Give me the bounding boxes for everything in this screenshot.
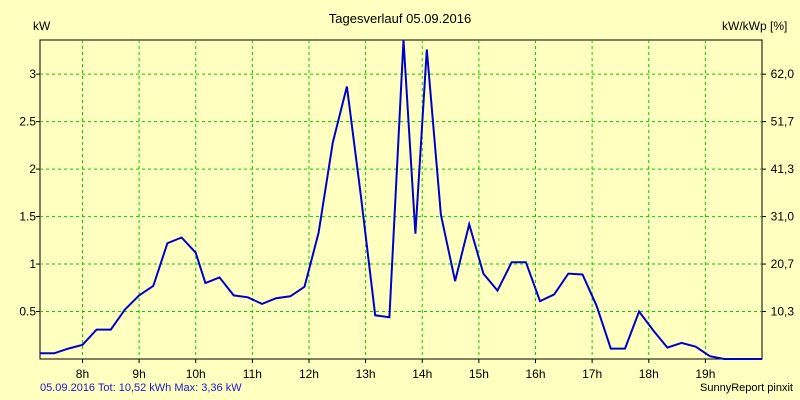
x-tick-label: 17h [582,367,602,381]
series-line-power [40,39,762,360]
x-tick-label: 12h [299,367,319,381]
y-tick-label-left: 3 [29,67,36,81]
x-tick-label: 19h [695,367,715,381]
footer-summary: 05.09.2016 Tot: 10,52 kWh Max: 3,36 kW [40,382,242,394]
chart-title: Tagesverlauf 05.09.2016 [328,11,472,26]
x-tick-label: 9h [132,367,145,381]
y-tick-label-left: 1.5 [19,210,36,224]
y-tick-label-right: 62,0 [771,67,795,81]
y-tick-label-right: 10,3 [771,305,795,319]
x-tick-label: 16h [525,367,545,381]
x-tick-label: 11h [243,367,262,381]
y-tick-label-left: 0.5 [19,305,36,319]
footer-credit: SunnyReport pinxit [700,382,793,394]
y-tick-label-left: 1 [29,257,36,271]
y-axis-right-label: kW/kWp [%] [722,19,788,33]
x-tick-label: 14h [412,367,432,381]
x-tick-label: 10h [186,367,206,381]
y-tick-label-right: 51,7 [771,115,795,129]
y-tick-label-left: 2.5 [19,115,36,129]
x-tick-label: 15h [469,367,489,381]
y-axis-left-label: kW [33,19,51,33]
y-tick-label-right: 20,7 [771,257,795,271]
x-tick-label: 18h [639,367,659,381]
y-tick-label-right: 41,3 [771,162,795,176]
plot-frame [39,39,763,360]
x-tick-label: 8h [76,367,89,381]
x-tick-label: 13h [356,367,376,381]
y-tick-label-right: 31,0 [771,210,795,224]
y-tick-label-left: 2 [29,162,36,176]
